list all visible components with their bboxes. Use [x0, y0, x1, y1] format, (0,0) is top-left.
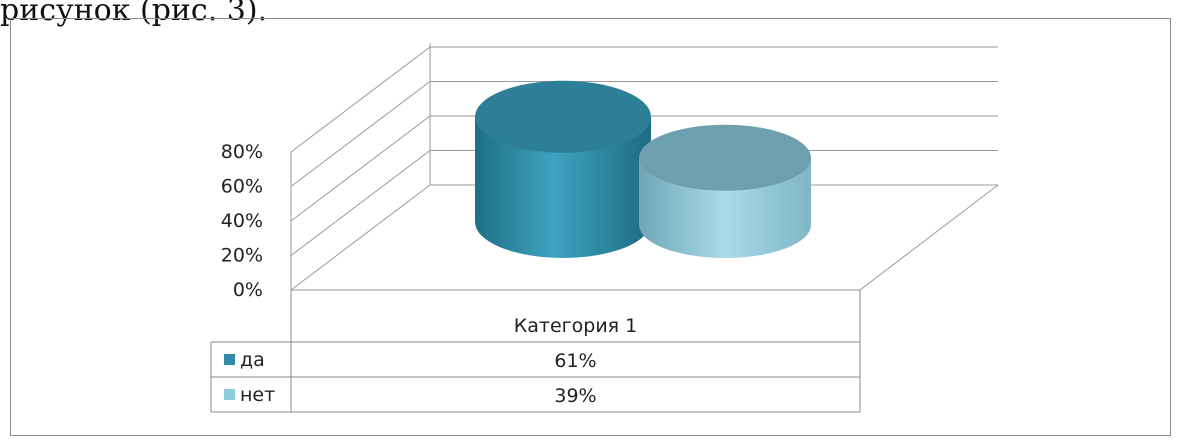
y-tick-label: 80%: [221, 141, 263, 163]
y-tick-label: 60%: [221, 176, 263, 198]
data-value-label: 61%: [554, 350, 596, 372]
side-wall-gridline: [290, 46, 431, 153]
chart-outer-border: [10, 18, 1171, 436]
data-table: Категория 1 да 61% нет 39%: [210, 290, 861, 413]
legend-key-da: [224, 354, 235, 365]
y-tick-label: 40%: [221, 210, 263, 232]
side-wall-gridline: [290, 184, 431, 291]
cylinder-body: [475, 116, 651, 259]
y-axis-ticks: 0% 20% 40% 60% 80%: [221, 141, 263, 301]
floor-right-edge: [859, 184, 999, 291]
category-label: Категория 1: [514, 315, 637, 337]
cylinder-top: [639, 124, 811, 191]
legend-key-net: [224, 389, 235, 400]
chart-bars: [475, 80, 811, 259]
bar-net: [639, 124, 811, 258]
clipped-heading: рисунок (рис. 3).: [0, 0, 267, 28]
bar-da: [475, 80, 651, 259]
legend-label: да: [240, 349, 265, 371]
legend-label: нет: [240, 384, 275, 406]
side-wall-gridline: [290, 150, 431, 256]
y-tick-label: 0%: [233, 279, 263, 301]
side-wall-gridline: [290, 81, 431, 187]
data-value-label: 39%: [554, 385, 596, 407]
y-tick-label: 20%: [221, 245, 263, 267]
side-wall-gridline: [290, 115, 431, 222]
cylinder-top: [475, 80, 651, 153]
